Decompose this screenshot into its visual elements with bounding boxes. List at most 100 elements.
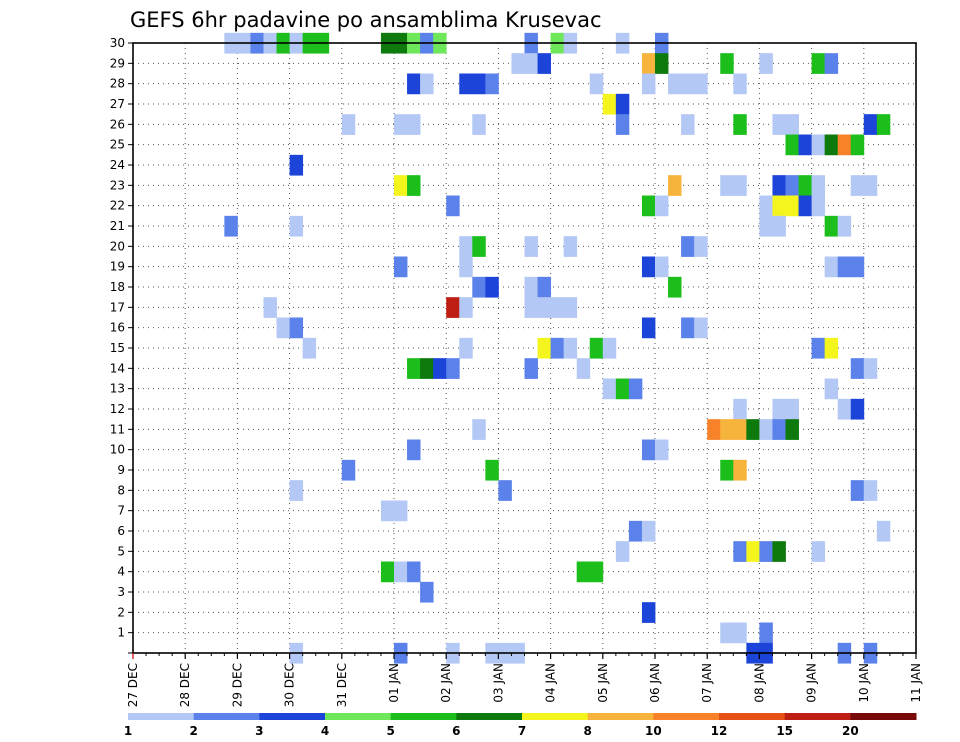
heatmap-cell	[824, 337, 839, 359]
heatmap-cell	[524, 297, 538, 318]
colorbar-label: 8	[583, 724, 591, 738]
heatmap-cell	[850, 175, 865, 196]
x-tick-label: 04 JAN	[544, 663, 558, 703]
heatmap-cell	[772, 541, 786, 562]
heatmap-cell	[602, 337, 617, 359]
heatmap-cell	[837, 256, 852, 278]
heatmap-cell	[772, 175, 786, 196]
heatmap-cell	[511, 53, 525, 74]
y-tick-label: 25	[110, 138, 125, 152]
heatmap-cell	[720, 459, 734, 481]
heatmap-cell	[589, 337, 604, 359]
colorbar-label: 20	[842, 724, 859, 738]
heatmap-cell	[694, 73, 708, 95]
heatmap-cell	[485, 276, 499, 298]
heatmap-cell	[668, 175, 682, 196]
x-axis: 27 DEC 28 DEC 29 DEC 30 DEC 31 DEC 01 JAN 02 J…	[126, 653, 923, 707]
heatmap-cell	[785, 134, 799, 156]
heatmap-cell	[394, 561, 408, 583]
heatmap-cell	[394, 256, 408, 278]
y-tick-label: 21	[110, 219, 125, 233]
heatmap-cell	[341, 114, 356, 135]
x-tick-label: 06 JAN	[648, 663, 662, 703]
heatmap-cell	[524, 276, 538, 298]
heatmap-cell	[459, 73, 473, 95]
colorbar-label: 5	[386, 724, 394, 738]
heatmap-cell	[811, 337, 826, 359]
heatmap-cell	[850, 398, 865, 420]
heatmap-cell	[772, 419, 786, 440]
heatmap-cell	[824, 215, 839, 237]
heatmap-cell	[798, 195, 812, 217]
heatmap-cell	[759, 541, 773, 562]
y-tick-label: 23	[110, 178, 125, 192]
heatmap-cell	[641, 256, 656, 278]
heatmap-cell	[394, 114, 408, 135]
heatmap-cell	[733, 459, 747, 481]
heatmap-cell	[811, 134, 826, 156]
heatmap-cell	[263, 297, 277, 318]
heatmap-cell	[224, 215, 238, 237]
x-tick-label: 11 JAN	[909, 663, 923, 703]
heatmap-cell	[876, 114, 891, 135]
x-tick-label: 02 JAN	[439, 663, 453, 703]
heatmap-cell	[641, 317, 656, 339]
y-tick-label: 18	[110, 280, 125, 294]
heatmap-cell	[602, 93, 617, 115]
heatmap-cell	[550, 337, 565, 359]
colorbar-label: 4	[321, 724, 329, 738]
heatmap-cell	[276, 317, 290, 339]
heatmap-cell	[850, 480, 865, 501]
x-tick-label: 05 JAN	[596, 663, 610, 703]
heatmap-cell	[863, 175, 878, 196]
heatmap-cell	[459, 236, 473, 257]
heatmap-cell	[524, 358, 538, 379]
heatmap-cell	[759, 419, 773, 440]
heatmap-cell	[407, 73, 421, 95]
heatmap-cell	[785, 195, 799, 217]
heatmap-cell	[720, 419, 734, 440]
colorbar-label: 6	[452, 724, 460, 738]
heatmap-cell	[289, 480, 304, 501]
y-tick-label: 3	[117, 585, 125, 599]
y-tick-label: 10	[110, 443, 125, 457]
y-tick-label: 9	[117, 463, 125, 477]
heatmap-cell	[537, 276, 551, 298]
heatmap-cell	[720, 622, 734, 644]
chart-title: GEFS 6hr padavine po ansamblima Krusevac	[130, 8, 602, 32]
heatmap-cell	[785, 175, 799, 196]
heatmap-cell	[876, 520, 891, 542]
heatmap-cell	[733, 541, 747, 562]
heatmap-cell	[380, 561, 395, 583]
heatmap-cell	[837, 398, 852, 420]
colorbar-swatch	[653, 713, 720, 720]
heatmap-cell	[641, 195, 656, 217]
y-tick-label: 5	[117, 544, 125, 558]
heatmap-cell	[772, 398, 786, 420]
heatmap-cell	[589, 561, 604, 583]
y-tick-label: 15	[110, 341, 125, 355]
heatmap-cell	[289, 215, 304, 237]
heatmap-cell	[576, 561, 591, 583]
colorbar-label: 12	[711, 724, 728, 738]
heatmap-cell	[485, 73, 499, 95]
heatmap-cell	[420, 581, 434, 603]
heatmap-cell	[459, 337, 473, 359]
heatmap-cell	[824, 53, 839, 74]
y-tick-label: 20	[110, 239, 125, 253]
heatmap-cell	[655, 256, 669, 278]
colorbar-swatch	[390, 713, 457, 720]
heatmap-cell	[485, 459, 499, 481]
y-tick-label: 1	[117, 626, 125, 640]
heatmap-cell	[380, 500, 395, 522]
heatmap-cell	[655, 439, 669, 461]
heatmap-cell	[472, 73, 486, 95]
heatmap-cell	[407, 561, 421, 583]
heatmap-cell	[759, 622, 773, 644]
colorbar-swatch	[850, 713, 917, 720]
y-axis: 1234567891011121314151617181920212223242…	[110, 36, 133, 654]
x-tick-label: 10 JAN	[857, 663, 871, 703]
heatmap-cell	[641, 520, 656, 542]
heatmap-cell	[824, 256, 839, 278]
